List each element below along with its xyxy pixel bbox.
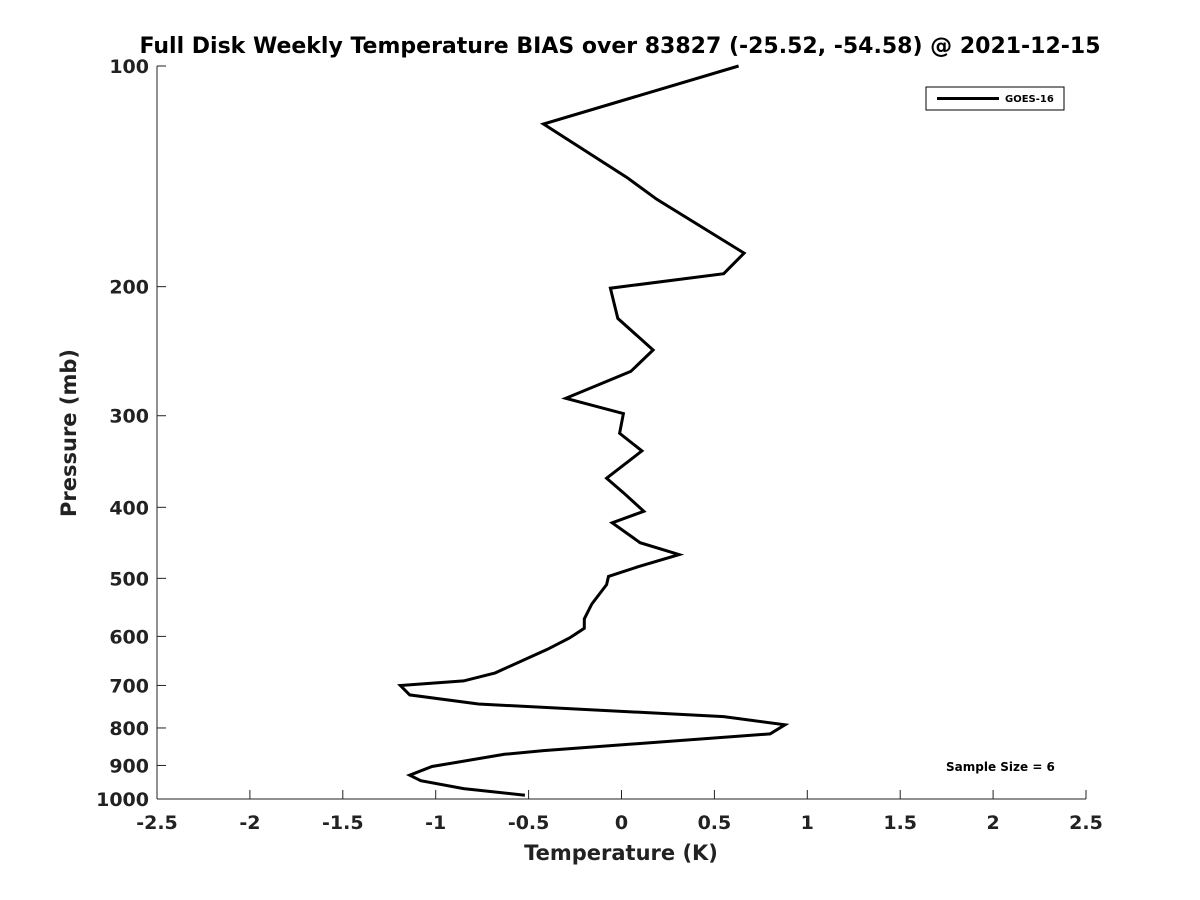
y-axis-label: Pressure (mb) — [57, 349, 81, 517]
y-tick-label: 600 — [109, 626, 149, 648]
x-tick-label: 1 — [801, 812, 814, 834]
legend-label-goes-16: GOES-16 — [1005, 94, 1054, 105]
x-tick-label: -1.5 — [322, 812, 364, 834]
x-ticks: -2.5 -2 -1.5 -1 -0.5 0 0.5 1 1.5 2 2.5 — [136, 790, 1103, 834]
y-tick-label: 800 — [109, 718, 149, 740]
x-tick-label: -2 — [239, 812, 260, 834]
x-tick-label: -1 — [425, 812, 446, 834]
x-tick-label: 2 — [986, 812, 999, 834]
y-tick-label: 400 — [109, 497, 149, 519]
x-tick-label: -2.5 — [136, 812, 178, 834]
y-tick-label: 100 — [109, 56, 149, 78]
x-tick-label: -0.5 — [508, 812, 550, 834]
y-tick-label: 1000 — [96, 789, 149, 811]
x-tick-label: 0.5 — [698, 812, 732, 834]
y-tick-label: 700 — [109, 675, 149, 697]
series-line-goes-16 — [397, 64, 790, 797]
chart-title: Full Disk Weekly Temperature BIAS over 8… — [139, 34, 1100, 59]
y-tick-label: 900 — [109, 755, 149, 777]
y-tick-label: 200 — [109, 277, 149, 299]
y-tick-label: 300 — [109, 406, 149, 428]
x-tick-label: 1.5 — [883, 812, 917, 834]
sample-size-annotation: Sample Size = 6 — [946, 760, 1055, 774]
plot-area — [156, 66, 1086, 800]
x-axis-label: Temperature (K) — [524, 841, 718, 865]
legend: GOES-16 — [925, 86, 1065, 111]
series-layer — [397, 64, 790, 797]
x-tick-label: 2.5 — [1069, 812, 1103, 834]
y-tick-label: 500 — [109, 568, 149, 590]
x-tick-label: 0 — [615, 812, 628, 834]
y-ticks: 100 200 300 400 500 600 700 800 900 1000 — [96, 56, 166, 811]
